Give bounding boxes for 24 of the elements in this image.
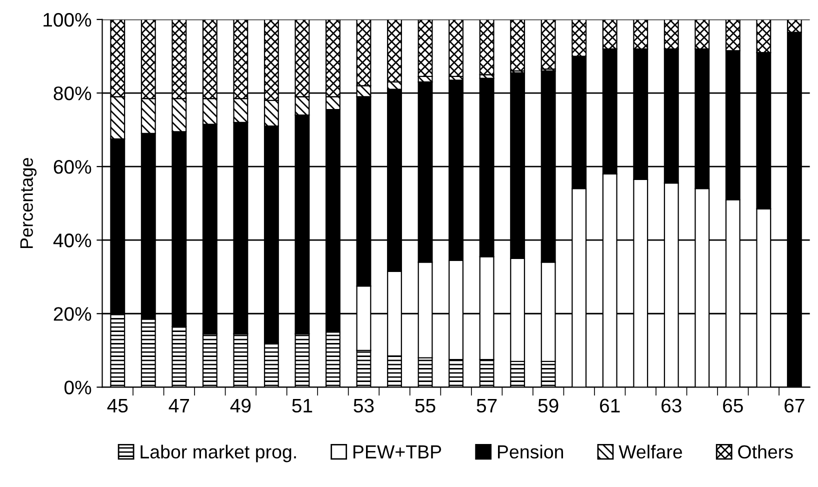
legend-label: PEW+TBP: [354, 445, 442, 458]
y-tick-label: 80%: [54, 86, 92, 100]
x-tick-label: 57: [476, 398, 497, 413]
x-tick-label: 53: [354, 398, 374, 413]
legend-label: Others: [738, 444, 793, 459]
x-tick-label: 47: [168, 398, 189, 412]
x-tick-label: 55: [415, 398, 436, 413]
x-tick-label: 59: [538, 398, 558, 413]
x-tick-label: 67: [784, 398, 804, 413]
legend-label: Pension: [498, 444, 564, 459]
y-tick-label: 0%: [64, 380, 92, 394]
legend-label: Labor market prog.: [140, 444, 296, 462]
x-tick-label: 49: [230, 398, 251, 413]
legend-label: Welfare: [618, 444, 682, 459]
x-tick-label: 65: [723, 398, 743, 413]
y-tick-label: 40%: [53, 234, 92, 248]
x-tick-label: 63: [662, 398, 682, 413]
y-tick-label: 100%: [44, 12, 92, 27]
y-tick-label: 60%: [54, 160, 92, 174]
x-tick-label: 51: [292, 398, 312, 413]
y-axis-title: Percentage: [20, 158, 37, 248]
y-tick-label: 20%: [54, 307, 92, 321]
x-tick-label: 45: [107, 398, 128, 413]
x-tick-label: 61: [600, 398, 620, 413]
